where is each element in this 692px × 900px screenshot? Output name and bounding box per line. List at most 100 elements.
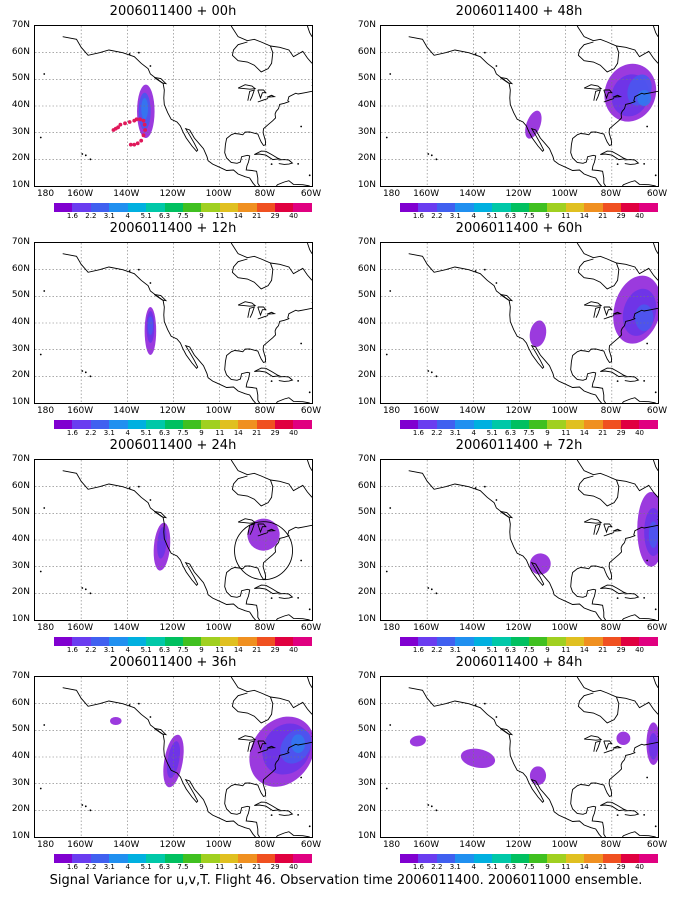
- island: [297, 379, 300, 382]
- coastline: [266, 528, 277, 532]
- colorbar-swatch: [90, 637, 110, 646]
- colorbar-label: 2.2: [431, 429, 443, 437]
- island: [308, 825, 311, 828]
- island: [427, 587, 430, 589]
- latitude-label: 60N: [357, 263, 376, 274]
- colorbar-label: 4: [125, 863, 130, 871]
- panel-title: 2006011400 + 48h: [455, 4, 583, 19]
- colorbar-swatch: [436, 420, 456, 429]
- colorbar-label: 1.6: [66, 863, 78, 871]
- longitude-label: 120W: [505, 406, 532, 416]
- variance-contour: [616, 731, 631, 745]
- map-panel: 2006011400 + 24h 70N 60N 50N 40N 30N 20N 10N 180…: [0, 434, 346, 654]
- island: [89, 158, 92, 161]
- longitude-label: 80W: [254, 840, 275, 850]
- coastline: [306, 243, 312, 254]
- colorbar-swatch: [455, 203, 474, 212]
- island: [81, 153, 84, 155]
- colorbar-label: 1.6: [412, 212, 424, 220]
- colorbar-label: 3.1: [449, 429, 461, 437]
- panel-title: 2006011400 + 12h: [109, 221, 237, 236]
- colorbar-label: 4: [471, 212, 476, 220]
- longitude-label: 180: [382, 406, 401, 416]
- island: [430, 588, 433, 591]
- latitude-label: 70N: [11, 454, 30, 464]
- coastline: [247, 89, 256, 101]
- colorbar-swatch: [510, 420, 529, 429]
- flight-track-point: [141, 133, 146, 138]
- island: [84, 588, 87, 591]
- latitude-label: 60N: [11, 480, 30, 491]
- colorbar-label: 6.3: [158, 646, 171, 654]
- colorbar-swatch: [565, 854, 585, 863]
- coastline: [652, 460, 658, 471]
- variance-contour: [460, 748, 496, 769]
- coastline: [278, 810, 294, 816]
- island: [654, 174, 657, 177]
- latitude-label: 10N: [11, 397, 30, 407]
- coastline: [237, 84, 257, 90]
- island: [435, 375, 438, 378]
- colorbar-swatch: [510, 637, 529, 646]
- panel-title: 2006011400 + 72h: [455, 438, 583, 453]
- island: [646, 125, 649, 128]
- colorbar-swatch: [602, 420, 622, 429]
- colorbar-swatch: [492, 203, 511, 212]
- coastline: [570, 307, 658, 403]
- colorbar-label: 14: [579, 429, 589, 437]
- coastline: [616, 262, 658, 281]
- coastline: [593, 306, 602, 318]
- colorbar-label: 2.2: [85, 863, 97, 871]
- latitude-label: 40N: [357, 100, 376, 110]
- latitude-label: 50N: [11, 290, 30, 301]
- coastline: [237, 301, 257, 307]
- panel-title: 2006011400 + 00h: [109, 4, 237, 19]
- island: [389, 507, 392, 509]
- variance-contour: [291, 734, 306, 753]
- colorbar-label: 7.5: [523, 646, 535, 654]
- colorbar-label: 11: [215, 863, 225, 871]
- coastline: [408, 36, 656, 186]
- latitude-label: 10N: [11, 831, 30, 841]
- latitude-label: 20N: [11, 370, 30, 381]
- latitude-label: 30N: [357, 560, 376, 571]
- flight-track-point: [128, 142, 133, 147]
- coastline: [652, 26, 658, 37]
- colorbar-label: 14: [233, 429, 243, 437]
- colorbar: [54, 637, 312, 646]
- longitude-label: 100W: [551, 623, 578, 633]
- latitude-label: 40N: [11, 534, 30, 544]
- colorbar-swatch: [256, 637, 276, 646]
- island: [308, 391, 311, 394]
- colorbar-label: 4: [471, 429, 476, 437]
- colorbar-label: 6.3: [504, 863, 517, 871]
- longitude-label: 180: [36, 189, 55, 199]
- longitude-label: 100W: [205, 623, 232, 633]
- coastline: [616, 696, 658, 715]
- colorbar-label: 21: [598, 429, 608, 437]
- map-panel: 2006011400 + 12h 70N 60N 50N 40N 30N 20N 10N 180…: [0, 217, 346, 437]
- coastline: [154, 294, 168, 302]
- colorbar-label: 11: [561, 863, 571, 871]
- colorbar-label: 29: [616, 646, 626, 654]
- coastline: [257, 523, 267, 534]
- longitude-label: 180: [382, 840, 401, 850]
- latitude-label: 30N: [11, 126, 30, 137]
- colorbar-swatch: [621, 637, 640, 646]
- colorbar-label: 2.2: [85, 212, 97, 220]
- island: [308, 174, 311, 177]
- colorbar-swatch: [54, 420, 73, 429]
- colorbar-swatch: [127, 854, 147, 863]
- latitude-label: 30N: [11, 560, 30, 571]
- island: [385, 570, 388, 573]
- colorbar-swatch: [256, 203, 276, 212]
- island: [430, 371, 433, 374]
- island: [643, 813, 646, 816]
- longitude-label: 120W: [159, 623, 186, 633]
- coastline: [278, 159, 294, 165]
- coastline: [62, 253, 310, 403]
- island: [128, 270, 131, 272]
- coastline: [570, 741, 658, 837]
- colorbar-swatch: [256, 854, 276, 863]
- map-area: [34, 459, 313, 621]
